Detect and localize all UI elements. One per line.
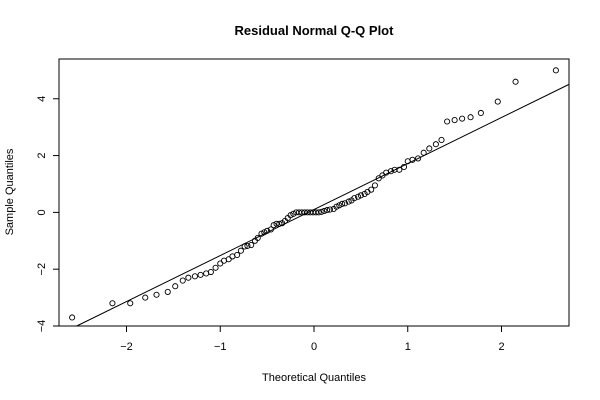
data-point — [212, 264, 219, 271]
data-point — [409, 156, 416, 163]
x-tick-label: −2 — [120, 341, 133, 353]
data-point — [420, 149, 427, 156]
data-point — [415, 155, 422, 162]
data-point — [477, 109, 484, 117]
data-point — [451, 117, 458, 124]
x-tick-label: 2 — [498, 341, 504, 353]
data-point — [345, 198, 352, 205]
data-point — [318, 208, 325, 215]
data-point — [109, 300, 116, 307]
data-point — [444, 118, 451, 125]
data-point — [391, 166, 398, 173]
data-point — [459, 115, 466, 122]
data-point — [494, 98, 501, 105]
data-point — [207, 268, 214, 276]
data-point — [552, 67, 559, 74]
plot-frame — [58, 58, 570, 327]
data-point — [127, 300, 134, 307]
data-point — [467, 114, 474, 121]
reference-line-layer — [76, 83, 570, 327]
data-point — [400, 163, 408, 170]
data-point — [368, 186, 375, 193]
data-point — [197, 271, 204, 278]
data-point — [234, 251, 241, 259]
y-axis: −4 −2 0 2 4 — [36, 96, 59, 333]
data-point — [324, 207, 331, 214]
data-point — [387, 168, 394, 175]
data-point — [254, 234, 261, 241]
data-point — [341, 200, 348, 207]
data-point — [438, 136, 445, 144]
data-point — [69, 314, 76, 321]
y-tick-label: −2 — [36, 263, 48, 276]
data-point — [241, 243, 248, 250]
data-point — [512, 78, 519, 85]
data-point — [153, 291, 160, 298]
data-point — [379, 172, 386, 179]
data-point — [432, 141, 439, 148]
x-tick-label: 0 — [311, 341, 317, 353]
data-point — [172, 283, 179, 290]
x-axis-label: Theoretical Quantiles — [262, 372, 366, 384]
data-point — [276, 220, 283, 227]
qq-reference-line — [76, 83, 570, 327]
data-point — [396, 166, 403, 173]
data-point — [326, 206, 333, 213]
data-point — [315, 209, 322, 216]
data-point — [185, 274, 192, 281]
data-point — [267, 226, 274, 233]
data-point — [321, 207, 328, 215]
data-point — [273, 220, 280, 227]
x-tick-label: −1 — [214, 341, 227, 353]
y-tick-label: 4 — [36, 96, 48, 102]
data-point — [237, 247, 244, 254]
data-point — [375, 175, 382, 182]
data-point — [225, 256, 232, 263]
data-point — [248, 241, 255, 249]
data-point — [339, 200, 346, 207]
chart-title: Residual Normal Q-Q Plot — [235, 23, 395, 38]
y-tick-label: −4 — [36, 320, 48, 333]
data-point — [142, 294, 149, 301]
y-axis-label: Sample Quantiles — [4, 148, 16, 235]
x-axis: −2 −1 0 1 2 — [120, 326, 505, 353]
data-point — [357, 192, 364, 199]
data-point — [351, 195, 358, 202]
data-point — [371, 182, 378, 189]
data-point — [264, 227, 271, 234]
data-point — [426, 145, 433, 152]
data-point — [244, 242, 251, 249]
y-tick-label: 2 — [36, 153, 48, 159]
points-layer — [69, 67, 559, 321]
data-point — [164, 288, 171, 295]
data-point — [312, 209, 319, 216]
y-tick-label: 0 — [36, 209, 48, 215]
x-tick-label: 1 — [405, 341, 411, 353]
data-point — [179, 277, 186, 284]
data-point — [217, 260, 224, 267]
data-point — [191, 273, 198, 280]
